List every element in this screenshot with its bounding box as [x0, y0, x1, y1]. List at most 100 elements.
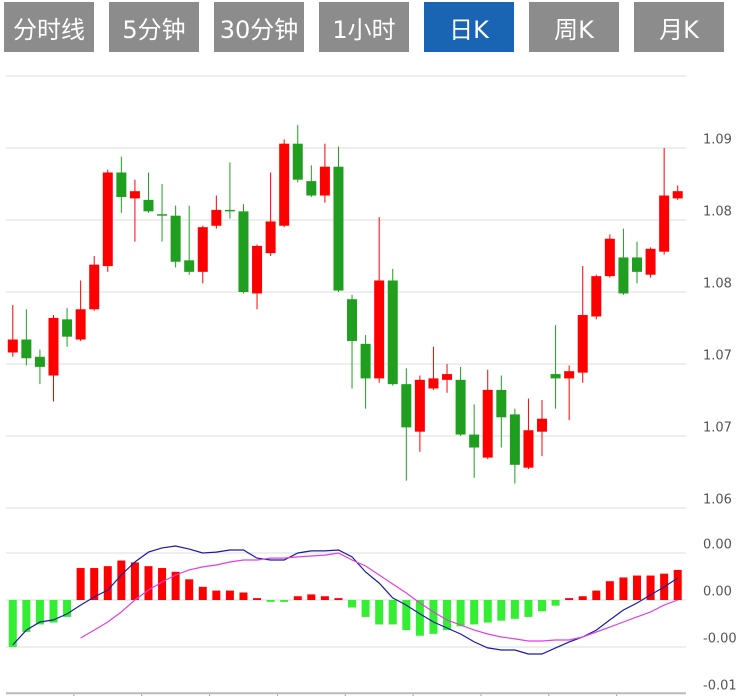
candle-body	[48, 317, 59, 376]
candle-body	[279, 143, 290, 226]
macd-line	[12, 545, 679, 655]
histogram-bar	[253, 598, 262, 600]
candle-body	[672, 191, 683, 199]
histogram-bar	[646, 575, 655, 600]
candle-body	[333, 166, 344, 291]
histogram-bar	[375, 600, 384, 625]
histogram-bar	[35, 600, 44, 625]
histogram-bar	[443, 600, 452, 631]
histogram-bar	[90, 568, 99, 600]
histogram-bar	[266, 600, 275, 602]
candle-body	[157, 214, 168, 216]
candle-body	[143, 199, 154, 212]
candle-body	[428, 378, 439, 389]
candle-body	[442, 374, 453, 380]
tab[interactable]: 30分钟	[214, 2, 304, 52]
tab[interactable]: 1小时	[319, 2, 409, 52]
candle-body	[89, 264, 100, 310]
histogram-bar	[456, 600, 465, 627]
candle-body	[116, 172, 127, 197]
candle-body	[455, 379, 466, 435]
candle-body	[197, 227, 208, 272]
histogram-bar	[565, 598, 574, 600]
y-tick-label: 1.08	[703, 205, 732, 220]
candle-body	[306, 181, 317, 196]
candle-body	[604, 238, 615, 277]
histogram-bar	[551, 600, 560, 606]
histogram-bar	[633, 575, 642, 600]
y-tick-label: -0.01	[703, 679, 737, 694]
candle-body	[62, 319, 73, 337]
tab[interactable]: 周K	[529, 2, 619, 52]
histogram-bar	[49, 600, 58, 623]
histogram-bar	[348, 600, 357, 608]
histogram-bar	[538, 600, 547, 612]
candle-body	[550, 374, 561, 379]
candle-body	[347, 299, 358, 341]
tab[interactable]: 5分钟	[109, 2, 199, 52]
candle-body	[224, 209, 235, 212]
tab[interactable]: 月K	[634, 2, 724, 52]
candle-body	[632, 257, 643, 272]
candle-body	[523, 430, 534, 468]
histogram-bar	[76, 568, 85, 600]
candle-body	[184, 260, 195, 272]
histogram-bar	[605, 581, 614, 600]
histogram-bar	[293, 596, 302, 600]
histogram-bar	[239, 592, 248, 600]
candle-body	[509, 414, 520, 465]
histogram-bar	[578, 596, 587, 600]
histogram-bar	[185, 579, 194, 600]
candle-body	[360, 343, 371, 379]
candle-body	[659, 195, 670, 252]
candle-body	[75, 309, 86, 340]
candle-body	[252, 245, 263, 294]
candle-body	[591, 276, 602, 317]
histogram-bar	[483, 600, 492, 623]
histogram-bar	[198, 586, 207, 600]
candle-body	[564, 371, 575, 379]
candle-body	[387, 280, 398, 385]
histogram-bar	[171, 571, 180, 600]
candle-body	[34, 356, 45, 367]
histogram-bar	[592, 590, 601, 600]
histogram-bar	[320, 596, 329, 600]
histogram-bar	[415, 600, 424, 636]
y-tick-label: 1.09	[703, 133, 732, 148]
histogram-bar	[429, 600, 438, 634]
tab[interactable]: 分时线	[4, 2, 94, 52]
histogram-bar	[280, 600, 289, 602]
candle-body	[374, 280, 385, 379]
y-tick-label: 1.08	[703, 277, 732, 292]
histogram-bar	[402, 600, 411, 631]
y-tick-label: 1.07	[703, 421, 732, 436]
histogram-bar	[307, 594, 316, 600]
histogram-bar	[63, 600, 72, 617]
candle-body	[319, 166, 330, 196]
histogram-bar	[334, 598, 343, 600]
y-tick-label: -0.00	[703, 632, 737, 647]
histogram-bar	[22, 600, 31, 632]
histogram-bar	[8, 600, 17, 647]
histogram-bar	[130, 562, 139, 600]
y-tick-label: 1.06	[703, 493, 732, 508]
tab[interactable]: 日K	[424, 2, 514, 52]
histogram-bar	[524, 600, 533, 617]
candle-body	[21, 339, 32, 359]
histogram-bar	[144, 566, 153, 600]
histogram-bar	[388, 600, 397, 625]
candle-body	[469, 434, 480, 448]
histogram-bar	[470, 600, 479, 625]
histogram-bar	[117, 560, 126, 600]
candle-body	[211, 209, 222, 226]
y-tick-label: 1.07	[703, 349, 732, 364]
candle-body	[102, 172, 113, 267]
histogram-bar	[510, 600, 519, 619]
histogram-bar	[619, 577, 628, 600]
candle-body	[577, 315, 588, 373]
candle-body	[537, 418, 548, 432]
candle-body	[496, 389, 507, 418]
y-tick-label: 0.00	[703, 585, 732, 600]
